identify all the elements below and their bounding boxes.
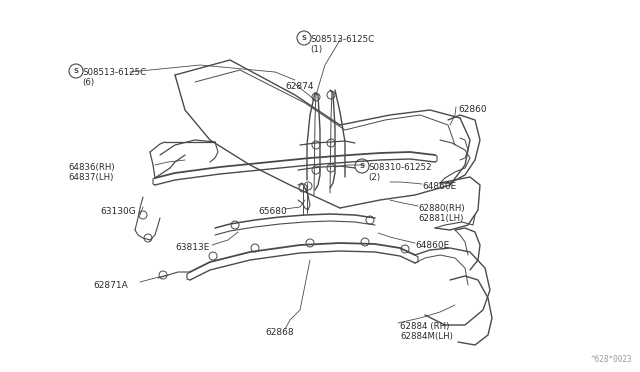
Text: 64860E: 64860E xyxy=(422,182,456,191)
Text: ^628*0023: ^628*0023 xyxy=(590,355,632,364)
Text: 62868: 62868 xyxy=(265,328,294,337)
Text: 65680: 65680 xyxy=(258,207,287,216)
Text: 62884 (RH)
62884M(LH): 62884 (RH) 62884M(LH) xyxy=(400,322,453,341)
Text: 64836(RH)
64837(LH): 64836(RH) 64837(LH) xyxy=(68,163,115,182)
Text: 62860: 62860 xyxy=(458,105,486,114)
Text: S: S xyxy=(301,35,307,41)
Text: S08513-6125C
(6): S08513-6125C (6) xyxy=(82,68,146,87)
Text: S: S xyxy=(74,68,79,74)
Text: 62880(RH)
62881(LH): 62880(RH) 62881(LH) xyxy=(418,204,465,224)
Text: 63130G: 63130G xyxy=(100,207,136,216)
Text: 62871A: 62871A xyxy=(93,281,128,290)
Text: 62874: 62874 xyxy=(285,82,314,91)
Text: 64860E: 64860E xyxy=(415,241,449,250)
Text: 63813E: 63813E xyxy=(175,243,209,252)
Text: S08310-61252
(2): S08310-61252 (2) xyxy=(368,163,431,182)
Text: S: S xyxy=(360,163,365,169)
Text: S08513-6125C
(1): S08513-6125C (1) xyxy=(310,35,374,54)
